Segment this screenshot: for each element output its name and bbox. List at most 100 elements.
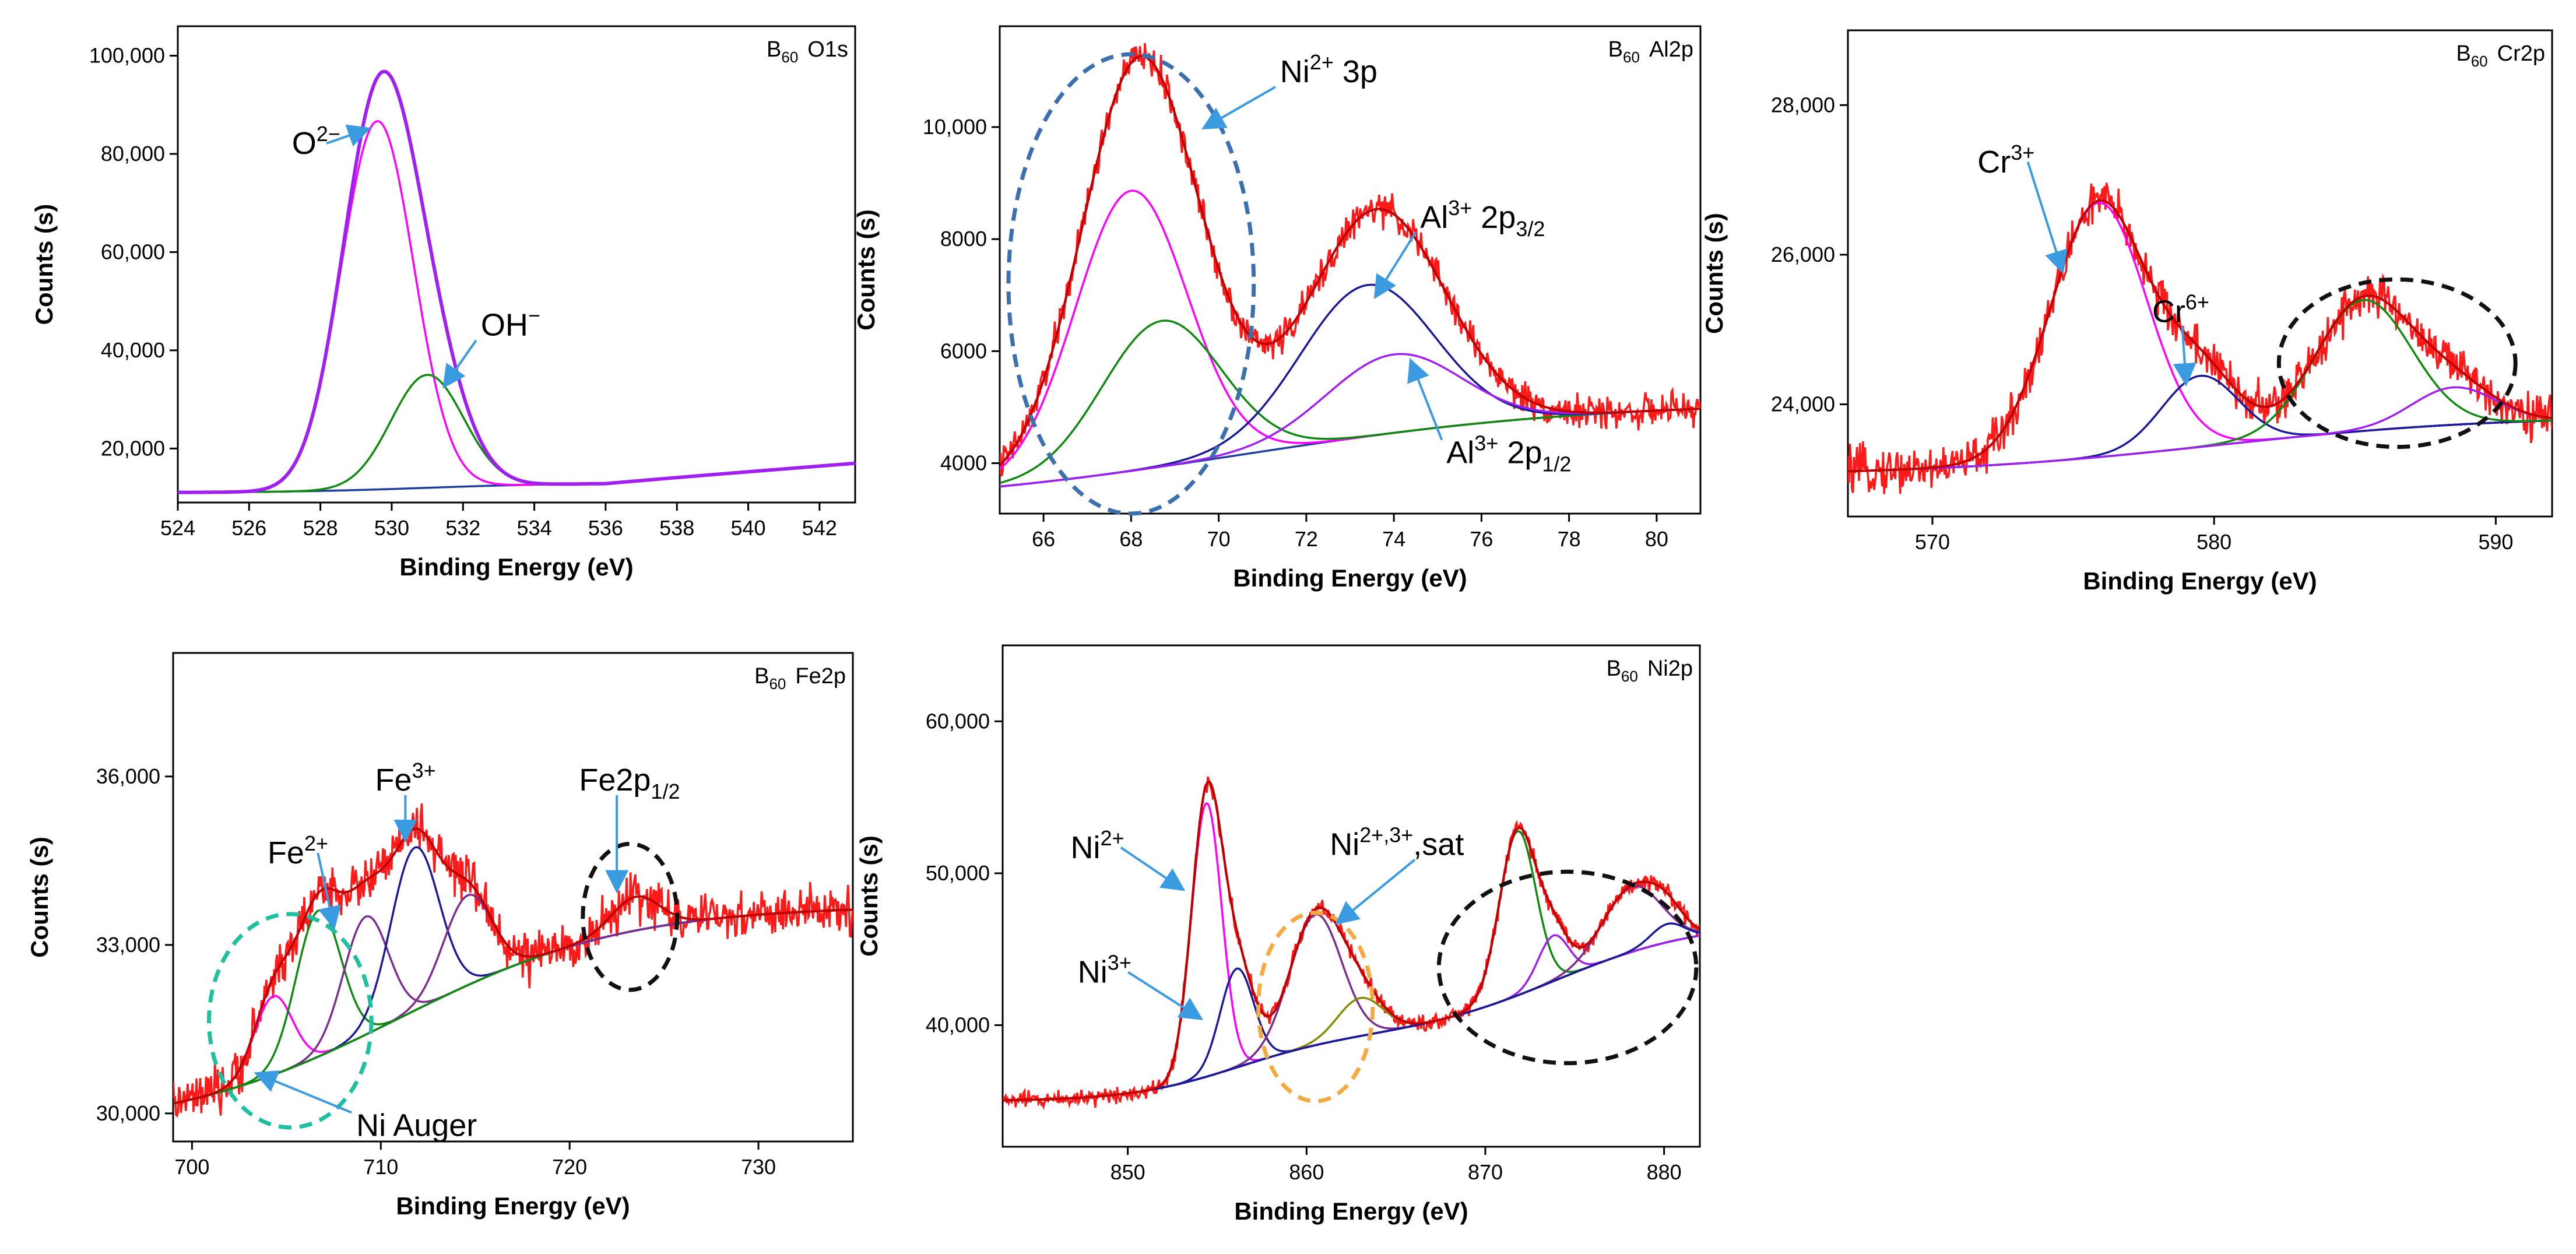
- peak-annotation: Ni3+: [1078, 951, 1131, 990]
- highlight-ellipse: [207, 912, 374, 1130]
- annotation-arrow: [1373, 231, 1417, 300]
- x-tick-label: 536: [588, 516, 623, 540]
- peak-annotation: O2−: [292, 122, 340, 161]
- x-tick-label: 720: [552, 1155, 587, 1179]
- x-tick-label: 570: [1915, 530, 1950, 554]
- plot-area: [178, 69, 855, 494]
- peak-annotation: Ni2+ 3p: [1280, 50, 1377, 89]
- x-tick-label: 526: [231, 516, 266, 540]
- peak-annotation: Ni Auger: [356, 1108, 477, 1143]
- annotation-arrow: [1407, 358, 1443, 441]
- annotation-arrow: [442, 339, 477, 389]
- panel-ni2p: 850 860 870 880 40,000 50,000 60,000 Binding En…: [855, 644, 1701, 1225]
- component-series: [178, 120, 855, 494]
- x-tick-label: 870: [1468, 1160, 1503, 1184]
- component-series: [1848, 201, 2552, 473]
- envelope-series: [173, 827, 853, 1105]
- plot-frame: [999, 25, 1702, 515]
- y-tick-label: 20,000: [101, 436, 165, 460]
- component-series: [1000, 319, 1700, 484]
- component-series: [173, 895, 853, 1105]
- x-axis-label: Binding Energy (eV): [1233, 564, 1467, 592]
- y-tick-label: 10,000: [923, 115, 987, 139]
- plot-frame: [177, 25, 856, 504]
- y-tick-label: 36,000: [96, 764, 160, 788]
- y-tick-label: 60,000: [926, 709, 990, 733]
- annotation-arrow: [2026, 161, 2068, 275]
- panel-fe2p: 700 710 720 730 30,000 33,000 36,000 Binding En…: [26, 652, 854, 1220]
- annotation-arrow: [317, 852, 342, 930]
- annotation-arrow: [326, 124, 371, 147]
- annotation-arrow: [1127, 971, 1204, 1020]
- y-axis-label: Counts (s): [855, 835, 883, 957]
- component-series: [178, 374, 855, 494]
- y-tick-label: 24,000: [1771, 392, 1835, 416]
- envelope-series: [178, 69, 855, 494]
- plot-area: [1003, 776, 1700, 1111]
- x-tick-label: 542: [802, 516, 837, 540]
- x-tick-label: 710: [363, 1155, 398, 1179]
- x-tick-label: 580: [2197, 530, 2231, 554]
- x-axis-label: Binding Energy (eV): [1234, 1197, 1468, 1225]
- x-tick-label: 590: [2478, 530, 2513, 554]
- peak-annotation: Al3+ 2p3/2: [1420, 196, 1545, 241]
- component-series: [1003, 913, 1700, 1102]
- y-tick-label: 30,000: [96, 1101, 160, 1125]
- x-tick-label: 850: [1110, 1160, 1145, 1184]
- y-tick-label: 6000: [940, 339, 987, 363]
- y-tick-label: 28,000: [1771, 93, 1835, 117]
- x-tick-label: 860: [1289, 1160, 1324, 1184]
- y-tick-label: 33,000: [96, 933, 160, 957]
- y-tick-label: 26,000: [1771, 243, 1835, 266]
- panel-title: B60 O1s: [767, 37, 848, 66]
- y-tick-label: 40,000: [101, 338, 165, 362]
- component-series: [1848, 298, 2552, 473]
- annotation-arrow: [1201, 86, 1276, 129]
- y-axis-label: Counts (s): [30, 204, 58, 325]
- annotation-arrow: [2173, 326, 2197, 387]
- plot-frame: [172, 652, 854, 1143]
- x-tick-label: 700: [174, 1155, 209, 1179]
- highlight-ellipse: [1436, 869, 1699, 1066]
- peak-annotation: Fe2p1/2: [579, 763, 680, 803]
- envelope-series: [1000, 55, 1700, 466]
- highlight-ellipse: [2276, 277, 2518, 449]
- component-series: [1000, 283, 1700, 488]
- peak-annotation: Cr3+: [1977, 140, 2034, 180]
- x-axis-label: Binding Energy (eV): [396, 1192, 630, 1220]
- component-series: [173, 893, 853, 1105]
- panel-title: B60 Al2p: [1608, 37, 1693, 66]
- annotation-arrow: [1120, 846, 1186, 891]
- panel-title: B60 Cr2p: [2456, 41, 2545, 70]
- x-tick-label: 68: [1119, 527, 1143, 551]
- y-tick-label: 40,000: [926, 1013, 990, 1037]
- x-tick-label: 730: [741, 1155, 776, 1179]
- x-tick-label: 528: [303, 516, 338, 540]
- y-axis-label: Counts (s): [26, 837, 53, 958]
- y-tick-label: 50,000: [926, 861, 990, 885]
- x-tick-label: 66: [1032, 527, 1055, 551]
- y-tick-label: 60,000: [101, 240, 165, 264]
- peak-annotation: Cr6+: [2152, 290, 2209, 329]
- plot-area: [173, 803, 853, 1118]
- x-tick-label: 80: [1645, 527, 1668, 551]
- highlight-ellipse: [581, 841, 680, 992]
- component-series: [1848, 386, 2552, 473]
- highlight-ellipse: [1006, 52, 1256, 516]
- x-tick-label: 70: [1207, 527, 1231, 551]
- plot-area: [1848, 182, 2552, 494]
- y-tick-label: 4000: [940, 451, 987, 475]
- peak-annotation: Al3+ 2p1/2: [1446, 431, 1571, 476]
- annotation-arrow: [1335, 859, 1416, 925]
- raw-spectrum-series: [1000, 43, 1700, 477]
- x-tick-label: 538: [659, 516, 694, 540]
- panel-title: B60 Ni2p: [1607, 656, 1693, 685]
- panel-title: B60 Fe2p: [754, 664, 846, 693]
- y-tick-label: 80,000: [101, 142, 165, 166]
- x-tick-label: 880: [1647, 1160, 1682, 1184]
- highlight-ellipse: [1256, 911, 1375, 1104]
- x-axis-label: Binding Energy (eV): [2083, 567, 2317, 595]
- panel-cr2p: 570 580 590 24,000 26,000 28,000 Binding Energ…: [1700, 29, 2553, 595]
- envelope-series: [1848, 199, 2552, 473]
